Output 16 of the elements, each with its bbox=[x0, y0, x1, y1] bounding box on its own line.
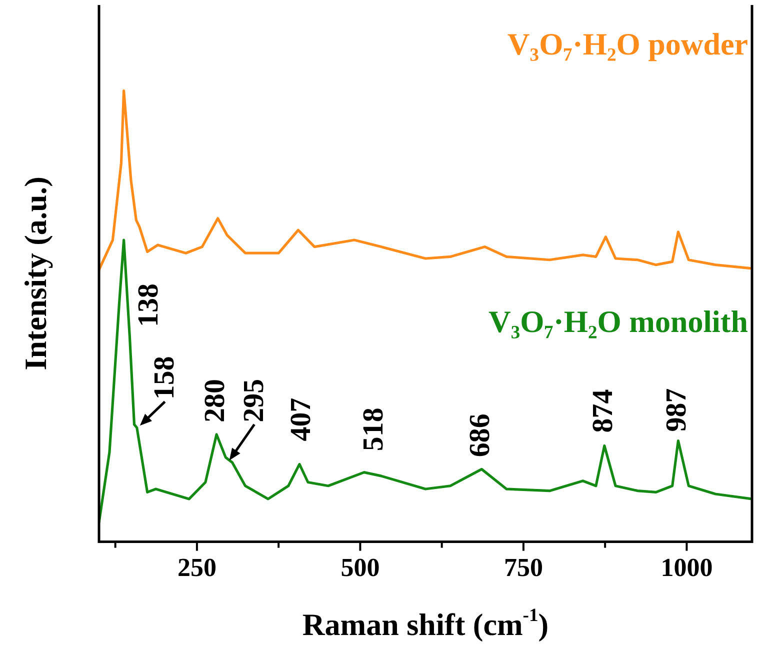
x-tick-label: 750 bbox=[504, 553, 543, 582]
annotation: 280 bbox=[199, 378, 232, 422]
annotation: 686 bbox=[464, 414, 496, 458]
x-tick-label: 250 bbox=[177, 553, 216, 582]
y-axis-title: Intensity (a.u.) bbox=[18, 176, 54, 370]
text: V₃O₇·H₂O monolith bbox=[488, 304, 748, 339]
text: V₃O₇·H₂O powder bbox=[507, 26, 748, 62]
x-tick-label: 1000 bbox=[660, 553, 713, 582]
annotation: 874 bbox=[586, 389, 619, 433]
annotation: 158 bbox=[148, 356, 180, 400]
annotation: 987 bbox=[660, 388, 693, 432]
annotation: 295 bbox=[238, 378, 270, 422]
annotation: 407 bbox=[284, 398, 317, 442]
annotation: 138 bbox=[132, 284, 164, 328]
x-tick-label: 500 bbox=[340, 553, 380, 582]
annotation: 518 bbox=[357, 408, 390, 452]
